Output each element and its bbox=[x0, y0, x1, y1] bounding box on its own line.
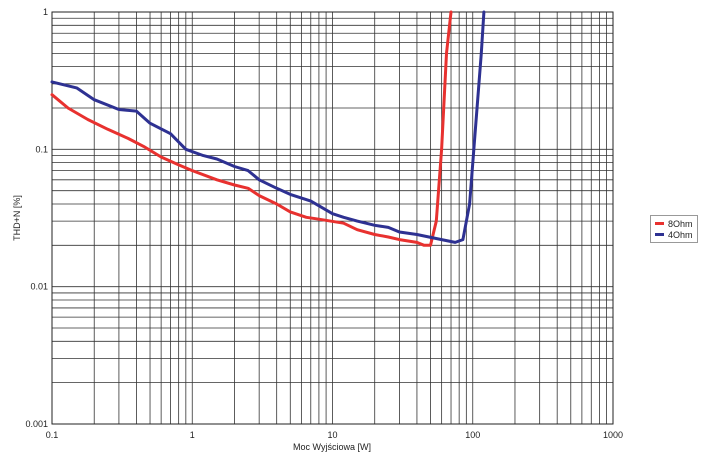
plot-frame bbox=[51, 11, 614, 425]
series-line-8ohm bbox=[50, 10, 453, 247]
grid-lines bbox=[52, 12, 613, 424]
legend-swatch-4ohm bbox=[655, 233, 664, 236]
x-tick-label: 1 bbox=[190, 430, 195, 440]
y-tick-label: 1 bbox=[43, 7, 48, 17]
y-tick-labels: 0.001 0.01 0.1 1 bbox=[25, 7, 48, 429]
legend-item-8ohm: 8Ohm bbox=[655, 218, 693, 229]
legend-label-4ohm: 4Ohm bbox=[668, 229, 693, 240]
series-layer bbox=[50, 10, 486, 247]
y-tick-label: 0.01 bbox=[30, 282, 48, 292]
y-axis-label: THD+N [%] bbox=[12, 195, 22, 241]
series-line-4ohm bbox=[50, 10, 486, 244]
x-tick-label: 0.1 bbox=[46, 430, 59, 440]
x-tick-label: 100 bbox=[465, 430, 480, 440]
legend-label-8ohm: 8Ohm bbox=[668, 218, 693, 229]
legend-swatch-8ohm bbox=[655, 222, 664, 225]
y-tick-label: 0.1 bbox=[35, 144, 48, 154]
x-tick-label: 10 bbox=[327, 430, 337, 440]
x-tick-label: 1000 bbox=[603, 430, 623, 440]
x-tick-labels: 0.1 1 10 100 1000 bbox=[46, 430, 623, 440]
legend-item-4ohm: 4Ohm bbox=[655, 229, 693, 240]
legend: 8Ohm 4Ohm bbox=[650, 215, 698, 243]
y-tick-label: 0.001 bbox=[25, 419, 48, 429]
x-axis-label: Moc Wyjściowa [W] bbox=[293, 442, 371, 452]
